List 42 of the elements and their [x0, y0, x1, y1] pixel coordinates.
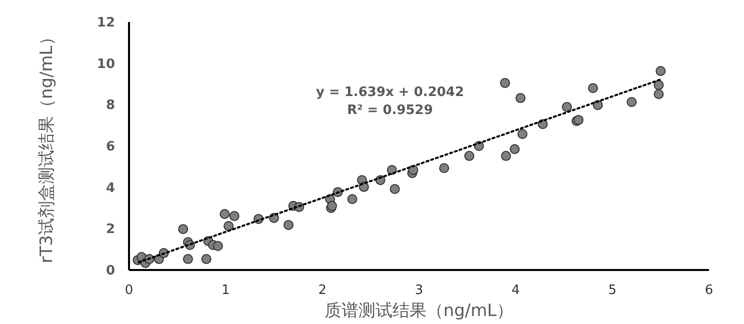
point — [510, 144, 520, 154]
point — [182, 254, 193, 264]
x-tick-label: 3 — [414, 283, 424, 298]
annotation: y = 1.639x + 0.2042 — [316, 85, 464, 100]
point — [654, 89, 664, 100]
point — [229, 211, 240, 222]
point — [654, 80, 664, 90]
y-tick-label: 6 — [106, 140, 115, 155]
annotation: R² = 0.9529 — [347, 103, 433, 118]
x-tick-label: 0 — [124, 283, 134, 298]
point — [220, 208, 230, 219]
point — [500, 78, 510, 88]
point — [516, 93, 526, 104]
point — [284, 220, 294, 230]
x-tick-label: 1 — [222, 283, 230, 298]
point — [517, 129, 528, 140]
x-axis-title: 质谱测试结果（ng/mL） — [324, 301, 514, 321]
point — [464, 150, 474, 161]
point — [390, 184, 400, 194]
x-tick-label: 4 — [512, 283, 520, 298]
x-tick-label: 5 — [608, 283, 616, 298]
y-tick-label: 12 — [96, 16, 115, 31]
y-tick-label: 0 — [106, 264, 115, 279]
point — [178, 224, 188, 234]
point — [439, 163, 450, 174]
point — [501, 150, 511, 161]
point — [656, 66, 666, 76]
point — [562, 102, 572, 112]
y-axis-title: rT3试剂盒测试结果（ng/mL） — [37, 28, 57, 264]
point — [212, 241, 223, 252]
x-tick-label: 6 — [704, 283, 714, 298]
x-tick-label: 2 — [318, 283, 326, 298]
y-tick-label: 2 — [106, 222, 115, 238]
y-tick-label: 8 — [106, 98, 115, 114]
point — [588, 83, 598, 94]
point — [347, 194, 358, 204]
y-tick-label: 4 — [106, 180, 115, 196]
point — [327, 200, 337, 211]
y-tick-label: 10 — [96, 56, 115, 72]
point — [224, 220, 234, 231]
point — [201, 254, 212, 264]
point — [626, 96, 637, 107]
